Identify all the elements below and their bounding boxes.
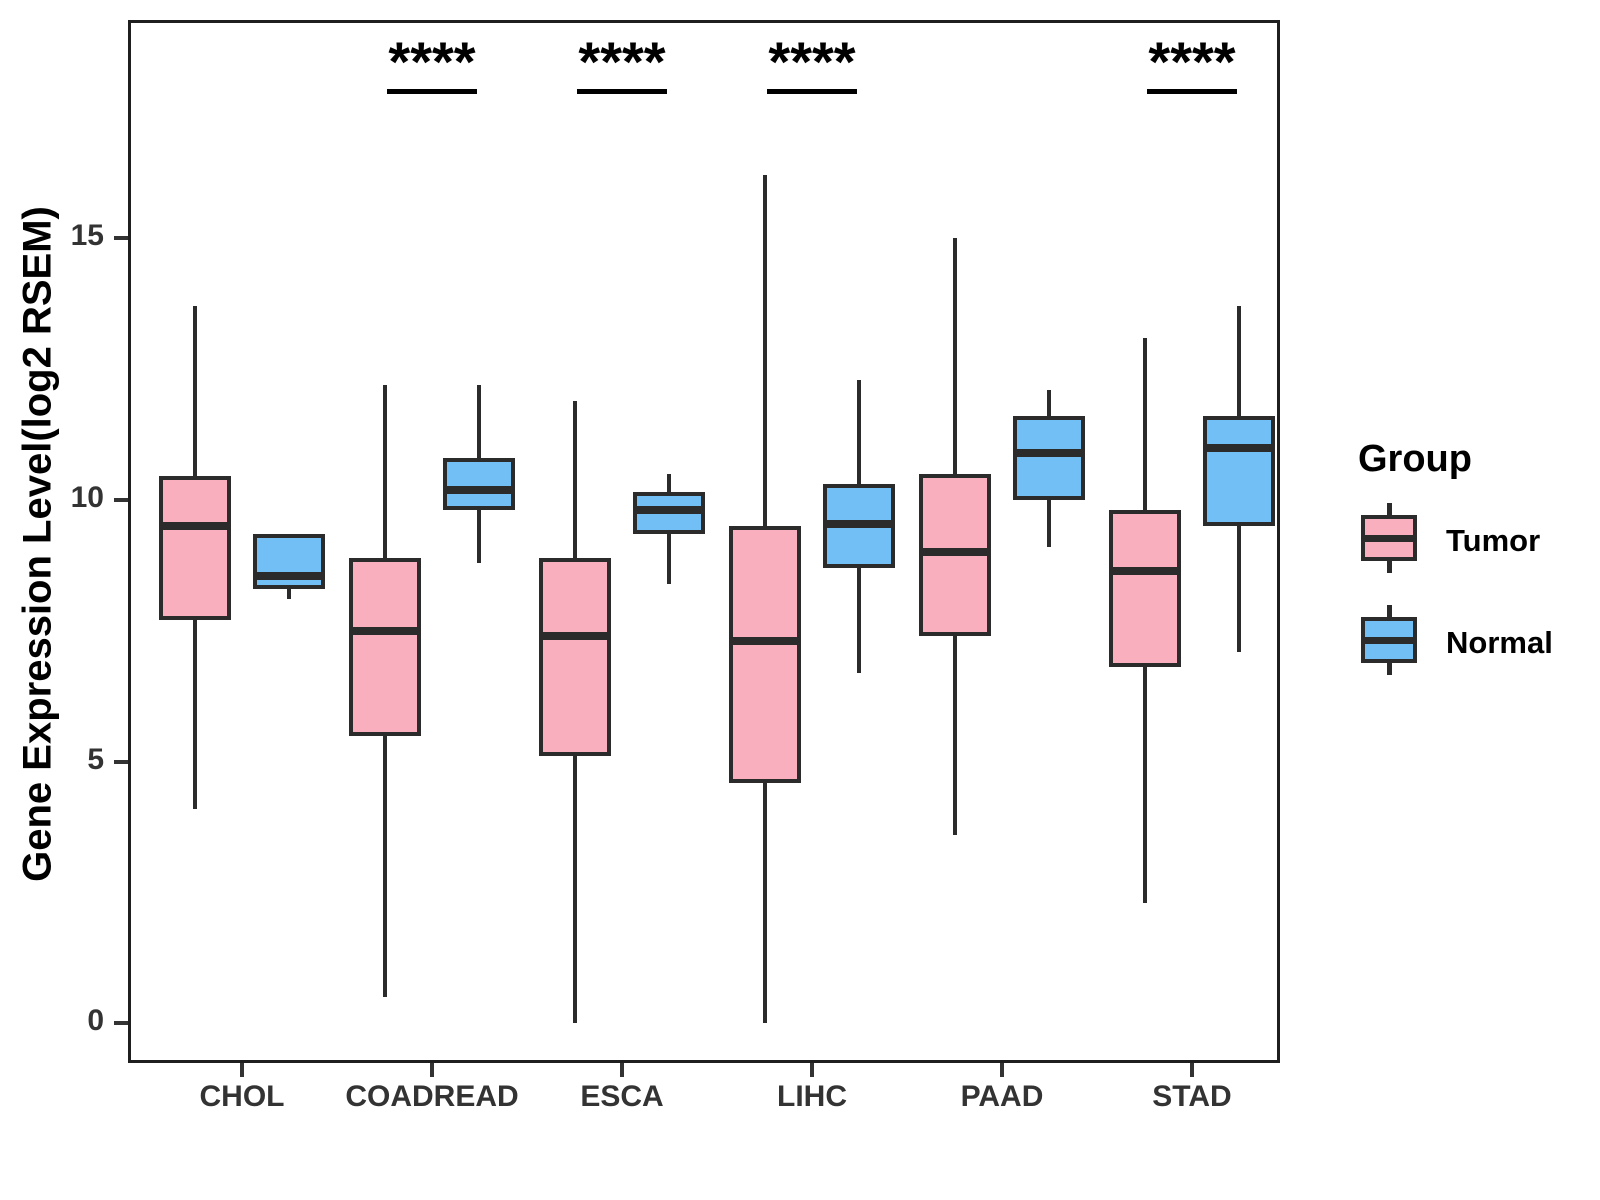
y-tick-mark-10 — [114, 498, 128, 502]
significance-stars-esca: **** — [578, 30, 666, 93]
y-tick-label-10: 10 — [70, 481, 104, 514]
median-normal-coadread — [447, 485, 511, 494]
box-tumor-esca — [539, 557, 611, 757]
box-normal-coadread — [443, 458, 515, 511]
legend-label-tumor: Tumor — [1446, 523, 1541, 558]
median-tumor-paad — [923, 548, 987, 557]
legend-label-normal: Normal — [1446, 625, 1553, 660]
key-box-normal — [1361, 617, 1417, 663]
median-tumor-lihc — [733, 637, 797, 646]
x-axis-label-stad: STAD — [1152, 1080, 1232, 1113]
box-normal-paad — [1013, 416, 1085, 500]
key-lower-whisker — [1386, 663, 1392, 675]
box-tumor-lihc — [729, 526, 801, 783]
significance-stars-coadread: **** — [388, 30, 476, 93]
legend-item-normal: Normal — [1358, 605, 1600, 681]
median-tumor-coadread — [353, 626, 417, 635]
y-tick-mark-5 — [114, 759, 128, 764]
key-upper-whisker — [1386, 503, 1392, 515]
median-normal-stad — [1207, 443, 1271, 452]
key-lower-whisker — [1386, 561, 1392, 573]
significance-bar-coadread — [387, 89, 477, 94]
median-normal-chol — [257, 571, 321, 580]
normal-boxplot-key-icon — [1358, 605, 1420, 681]
median-normal-esca — [637, 506, 701, 515]
y-tick-label-0: 0 — [87, 1004, 104, 1038]
box-tumor-chol — [159, 476, 231, 621]
x-tick-mark-CHOL — [240, 1063, 244, 1077]
significance-bar-lihc — [767, 89, 857, 94]
box-tumor-coadread — [349, 557, 421, 736]
x-tick-mark-COADREAD — [430, 1063, 434, 1077]
y-tick-mark-15 — [114, 236, 128, 241]
median-normal-paad — [1017, 448, 1081, 457]
box-tumor-stad — [1109, 510, 1181, 668]
key-box-tumor — [1361, 515, 1417, 561]
x-axis-label-coadread: COADREAD — [345, 1080, 519, 1113]
x-axis-label-esca: ESCA — [580, 1080, 664, 1113]
legend-title: Group — [1358, 438, 1472, 480]
x-axis-label-chol: CHOL — [199, 1080, 285, 1113]
key-median — [1365, 534, 1413, 542]
box-normal-chol — [253, 534, 325, 589]
legend-item-tumor: Tumor — [1358, 503, 1600, 579]
legend: Group Tumor Normal — [1330, 438, 1600, 707]
key-upper-whisker — [1386, 605, 1392, 617]
y-tick-label-5: 5 — [87, 742, 104, 776]
x-tick-mark-LIHC — [810, 1063, 814, 1077]
median-normal-lihc — [827, 519, 891, 528]
significance-bar-esca — [577, 89, 667, 94]
x-axis-label-lihc: LIHC — [777, 1080, 847, 1113]
x-tick-mark-STAD — [1190, 1063, 1194, 1077]
x-axis-label-paad: PAAD — [960, 1080, 1044, 1113]
significance-stars-stad: **** — [1148, 30, 1236, 93]
significance-bar-stad — [1147, 89, 1237, 94]
median-tumor-chol — [163, 522, 227, 531]
significance-stars-lihc: **** — [768, 30, 856, 93]
y-tick-mark-0 — [114, 1021, 128, 1026]
x-tick-mark-ESCA — [620, 1063, 624, 1077]
x-tick-mark-PAAD — [1000, 1063, 1004, 1077]
y-tick-label-15: 15 — [70, 219, 104, 253]
key-median — [1365, 636, 1413, 644]
median-tumor-esca — [543, 632, 607, 641]
box-normal-stad — [1203, 416, 1275, 527]
median-tumor-stad — [1113, 566, 1177, 575]
tumor-boxplot-key-icon — [1358, 503, 1420, 579]
